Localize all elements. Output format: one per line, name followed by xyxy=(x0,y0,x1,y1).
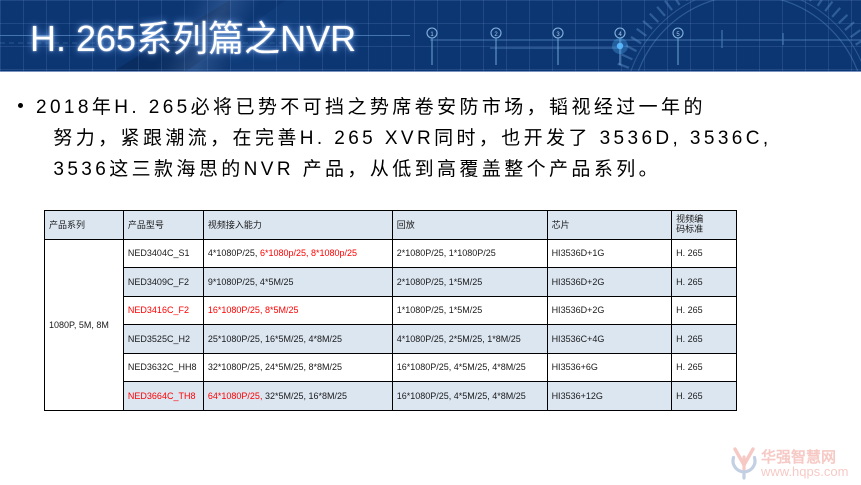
svg-text:2: 2 xyxy=(494,32,498,38)
svg-text:1: 1 xyxy=(430,32,434,38)
svg-text:5: 5 xyxy=(676,32,680,38)
svg-text:www.hqps.com: www.hqps.com xyxy=(760,464,848,479)
svg-text:3: 3 xyxy=(556,32,560,38)
svg-text:4: 4 xyxy=(618,32,622,38)
